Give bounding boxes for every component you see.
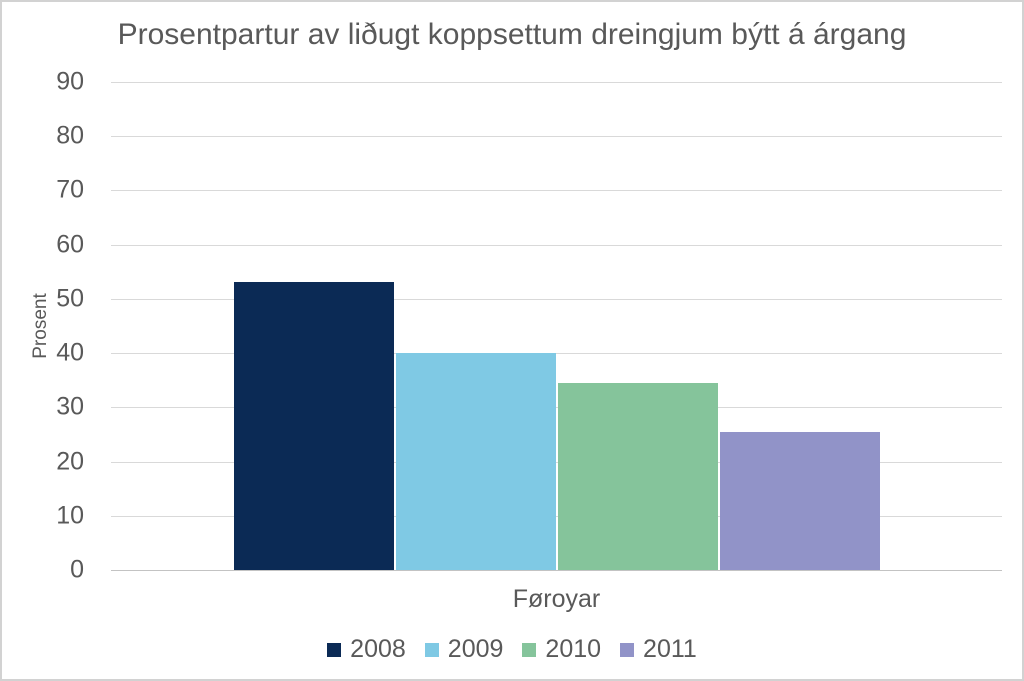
legend-item-2011: 2011 [620, 635, 697, 664]
bar-2009 [395, 352, 556, 570]
legend-item-2008: 2008 [327, 635, 406, 664]
legend-label: 2010 [545, 635, 602, 663]
legend-swatch-2011 [620, 642, 635, 657]
legend-item-2010: 2010 [522, 635, 601, 664]
legend-label: 2009 [447, 635, 504, 663]
y-tick-label: 80 [56, 121, 84, 150]
gridline [111, 461, 1002, 463]
gridline [111, 353, 1002, 355]
y-tick-label: 10 [56, 501, 84, 530]
y-tick-label: 50 [56, 284, 84, 313]
y-tick-label: 40 [56, 338, 84, 367]
legend-label: 2008 [350, 635, 406, 663]
y-tick-label: 70 [56, 175, 84, 204]
legend-swatch-2010 [522, 642, 537, 657]
chart-title: Prosentpartur av liðugt koppsettum drein… [117, 18, 907, 51]
legend-swatch-2008 [327, 642, 342, 657]
y-tick-label: 0 [70, 555, 84, 584]
bar-2008 [233, 281, 394, 570]
y-tick-label: 60 [56, 230, 84, 259]
legend-swatch-2009 [424, 642, 439, 657]
y-tick-label: 20 [56, 447, 84, 476]
gridline [111, 515, 1002, 517]
gridline [111, 407, 1002, 409]
gridline [111, 82, 1002, 83]
gridline [111, 298, 1002, 300]
bar-2010 [557, 383, 718, 570]
y-tick-label: 90 [56, 67, 84, 96]
x-category-label: Føroyar [512, 585, 601, 613]
legend: 2008 2009 2010 2011 [2, 635, 1022, 664]
x-axis-line [111, 570, 1002, 571]
legend-label: 2011 [643, 635, 697, 663]
plot-area: 0 10 20 30 40 50 60 70 80 90 [56, 68, 1002, 584]
gridline [111, 244, 1002, 246]
y-tick-label: 30 [56, 392, 84, 421]
gridline [111, 190, 1002, 192]
gridline [111, 136, 1002, 138]
legend-item-2009: 2009 [424, 635, 504, 664]
bar-2011 [719, 432, 880, 570]
